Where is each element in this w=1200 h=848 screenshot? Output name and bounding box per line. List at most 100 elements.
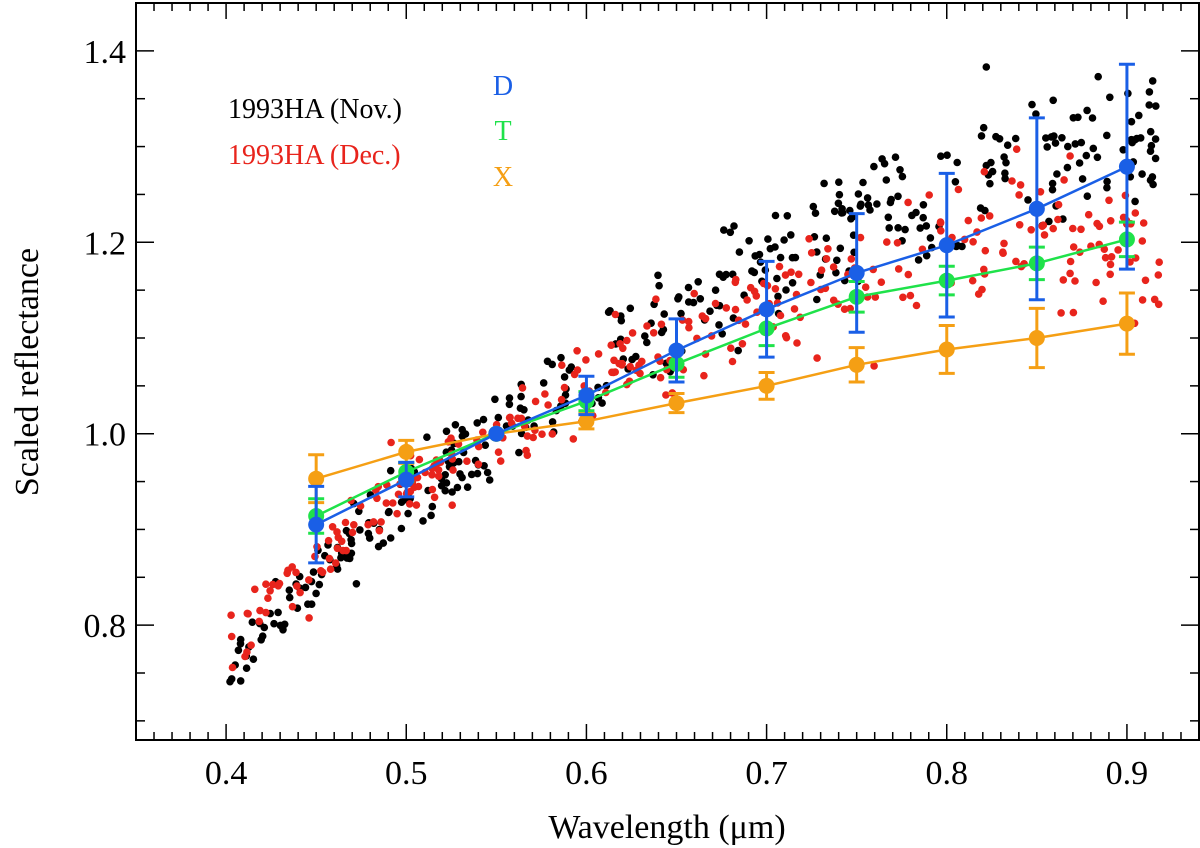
scatter-point-dec (1066, 152, 1074, 160)
scatter-point-dec (558, 361, 566, 370)
scatter-point-nov (788, 279, 797, 287)
scatter-point-dec (829, 263, 838, 271)
scatter-point-dec (449, 466, 457, 474)
scatter-point-dec (514, 414, 522, 423)
scatter-point-dec (1138, 296, 1147, 304)
scatter-point-dec (607, 341, 615, 350)
scatter-point-nov (479, 415, 488, 424)
scatter-point-dec (296, 588, 304, 597)
scatter-point-nov (309, 568, 318, 576)
scatter-point-dec (324, 536, 333, 545)
scatter-point-dec (523, 451, 532, 460)
scatter-point-nov (485, 476, 494, 484)
scatter-point-nov (1127, 117, 1136, 126)
scatter-point-dec (977, 214, 986, 222)
scatter-point-nov (922, 222, 931, 230)
tick-layer (136, 3, 1199, 740)
class-point-d (668, 342, 685, 359)
class-point-d (398, 471, 415, 488)
scatter-point-dec (722, 304, 731, 312)
scatter-point-nov (257, 636, 266, 644)
scatter-point-dec (560, 383, 569, 392)
scatter-point-dec (1092, 278, 1100, 287)
scatter-point-dec (822, 254, 831, 263)
scatter-point-nov (674, 295, 682, 303)
scatter-point-nov (1146, 127, 1155, 136)
scatter-point-dec (1071, 277, 1079, 285)
scatter-point-dec (656, 373, 665, 382)
scatter-point-nov (304, 600, 312, 608)
scatter-point-nov (285, 593, 294, 602)
scatter-point-dec (817, 266, 826, 275)
scatter-point-dec (292, 568, 300, 577)
scatter-point-nov (782, 286, 790, 294)
scatter-point-nov (835, 178, 843, 186)
scatter-point-dec (793, 339, 801, 347)
scatter-point-dec (813, 354, 821, 362)
scatter-point-dec (1015, 191, 1023, 199)
y-tick-label: 1.4 (84, 34, 127, 71)
scatter-point-dec (541, 390, 549, 398)
scatter-point-nov (726, 228, 735, 237)
scatter-point-nov (1083, 106, 1091, 115)
scatter-point-dec (1139, 219, 1148, 227)
scatter-point-dec (899, 293, 907, 302)
scatter-point-nov (780, 236, 788, 244)
scatter-point-nov (953, 241, 962, 250)
scatter-point-nov (982, 63, 991, 71)
scatter-point-dec (870, 362, 878, 370)
scatter-point-nov (894, 192, 902, 201)
class-point-d (308, 516, 325, 533)
scatter-point-dec (685, 323, 693, 332)
scatter-point-nov (301, 583, 310, 592)
scatter-point-nov (1049, 96, 1057, 105)
class-point-x (938, 341, 955, 358)
scatter-point-dec (794, 270, 803, 279)
scatter-point-dec (1040, 231, 1049, 239)
scatter-point-dec (350, 521, 358, 529)
scatter-point-dec (883, 238, 891, 246)
scatter-point-dec (415, 455, 424, 464)
scatter-point-nov (1002, 158, 1010, 167)
scatter-point-dec (428, 485, 437, 494)
scatter-point-dec (1099, 297, 1107, 306)
scatter-point-nov (374, 542, 383, 551)
scatter-point-nov (1103, 177, 1111, 186)
scatter-point-nov (442, 427, 451, 436)
class-label-t: T (494, 116, 511, 147)
scatter-point-nov (516, 404, 525, 413)
scatter-point-dec (776, 311, 785, 320)
scatter-point-dec (544, 401, 552, 409)
scatter-point-dec (1049, 224, 1057, 233)
scatter-point-dec (711, 299, 720, 308)
scatter-point-dec (662, 391, 670, 399)
scatter-point-nov (771, 211, 780, 220)
scatter-point-nov (715, 321, 723, 329)
scatter-point-nov (657, 328, 666, 337)
scatter-point-dec (904, 198, 912, 207)
scatter-point-nov (481, 441, 490, 450)
scatter-point-nov (236, 635, 245, 644)
scatter-point-dec (582, 356, 590, 364)
scatter-point-nov (1001, 174, 1009, 183)
scatter-point-nov (863, 194, 872, 202)
scatter-point-nov (345, 554, 354, 563)
scatter-point-dec (479, 428, 487, 437)
scatter-point-dec (255, 617, 263, 626)
scatter-point-nov (1064, 142, 1072, 151)
scatter-point-nov (1152, 102, 1160, 110)
scatter-point-nov (1093, 153, 1102, 162)
scatter-point-dec (531, 397, 540, 406)
scatter-point-dec (824, 245, 832, 253)
scatter-point-nov (505, 394, 514, 402)
scatter-point-nov (764, 235, 772, 243)
scatter-point-dec (518, 384, 527, 392)
class-point-x (578, 413, 595, 430)
scatter-point-nov (1071, 140, 1080, 148)
x-tick-label: 0.8 (926, 755, 969, 792)
scatter-point-nov (696, 295, 705, 303)
scatter-point-nov (483, 468, 492, 477)
scatter-point-dec (1066, 257, 1075, 266)
scatter-point-nov (643, 338, 651, 347)
scatter-point-nov (1135, 111, 1143, 120)
